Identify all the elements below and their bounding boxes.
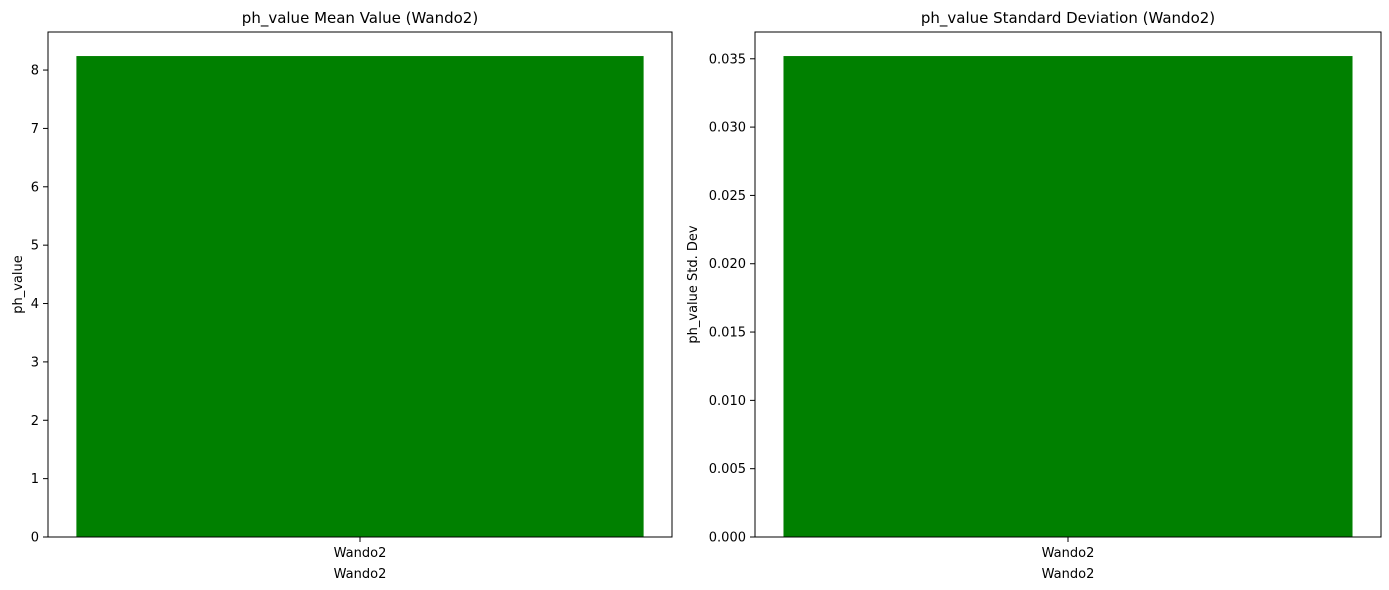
y-tick-label: 6 — [31, 180, 39, 195]
plot-frame — [754, 31, 1382, 538]
x-ticks: Wando2 — [334, 537, 387, 561]
y-tick-label: 0.025 — [709, 189, 746, 204]
y-tick-label: 0.030 — [709, 121, 746, 136]
chart-title: ph_value Mean Value (Wando2) — [242, 9, 478, 28]
mean-value-chart: ph_value Mean Value (Wando2) Wando2 ph_v… — [11, 9, 673, 582]
y-ticks: 0 1 2 3 4 5 6 7 8 — [31, 64, 48, 546]
x-ticks: Wando2 — [1042, 537, 1095, 561]
y-tick-label: 8 — [31, 64, 39, 79]
y-tick-label: 5 — [31, 239, 39, 254]
y-tick-label: 0 — [31, 531, 39, 546]
y-tick-label: 0.020 — [709, 257, 746, 272]
chart-title: ph_value Standard Deviation (Wando2) — [921, 9, 1215, 28]
bars — [76, 56, 644, 538]
y-tick-label: 0.000 — [709, 531, 746, 546]
y-tick-label: 7 — [31, 122, 39, 137]
x-tick-label: Wando2 — [334, 546, 387, 561]
y-tick-label: 3 — [31, 355, 39, 370]
x-axis-label: Wando2 — [334, 567, 387, 582]
y-tick-label: 2 — [31, 414, 39, 429]
y-tick-label: 0.010 — [709, 394, 746, 409]
std-dev-chart: ph_value Standard Deviation (Wando2) Wan… — [686, 9, 1382, 582]
bar-0 — [76, 56, 644, 538]
y-axis-label: ph_value Std. Dev — [686, 225, 701, 344]
x-axis-label: Wando2 — [1042, 567, 1095, 582]
y-ticks: 0.000 0.005 0.010 0.015 0.020 0.025 0.030 0.035 — [709, 52, 755, 546]
x-tick-label: Wando2 — [1042, 546, 1095, 561]
bars — [783, 56, 1353, 538]
plot-frame — [47, 31, 673, 538]
y-tick-label: 4 — [31, 297, 39, 312]
bar-0 — [783, 56, 1353, 538]
y-tick-label: 0.005 — [709, 462, 746, 477]
y-tick-label: 0.015 — [709, 326, 746, 341]
y-tick-label: 0.035 — [709, 52, 746, 67]
y-axis-label: ph_value — [11, 255, 26, 314]
y-tick-label: 1 — [31, 472, 39, 487]
